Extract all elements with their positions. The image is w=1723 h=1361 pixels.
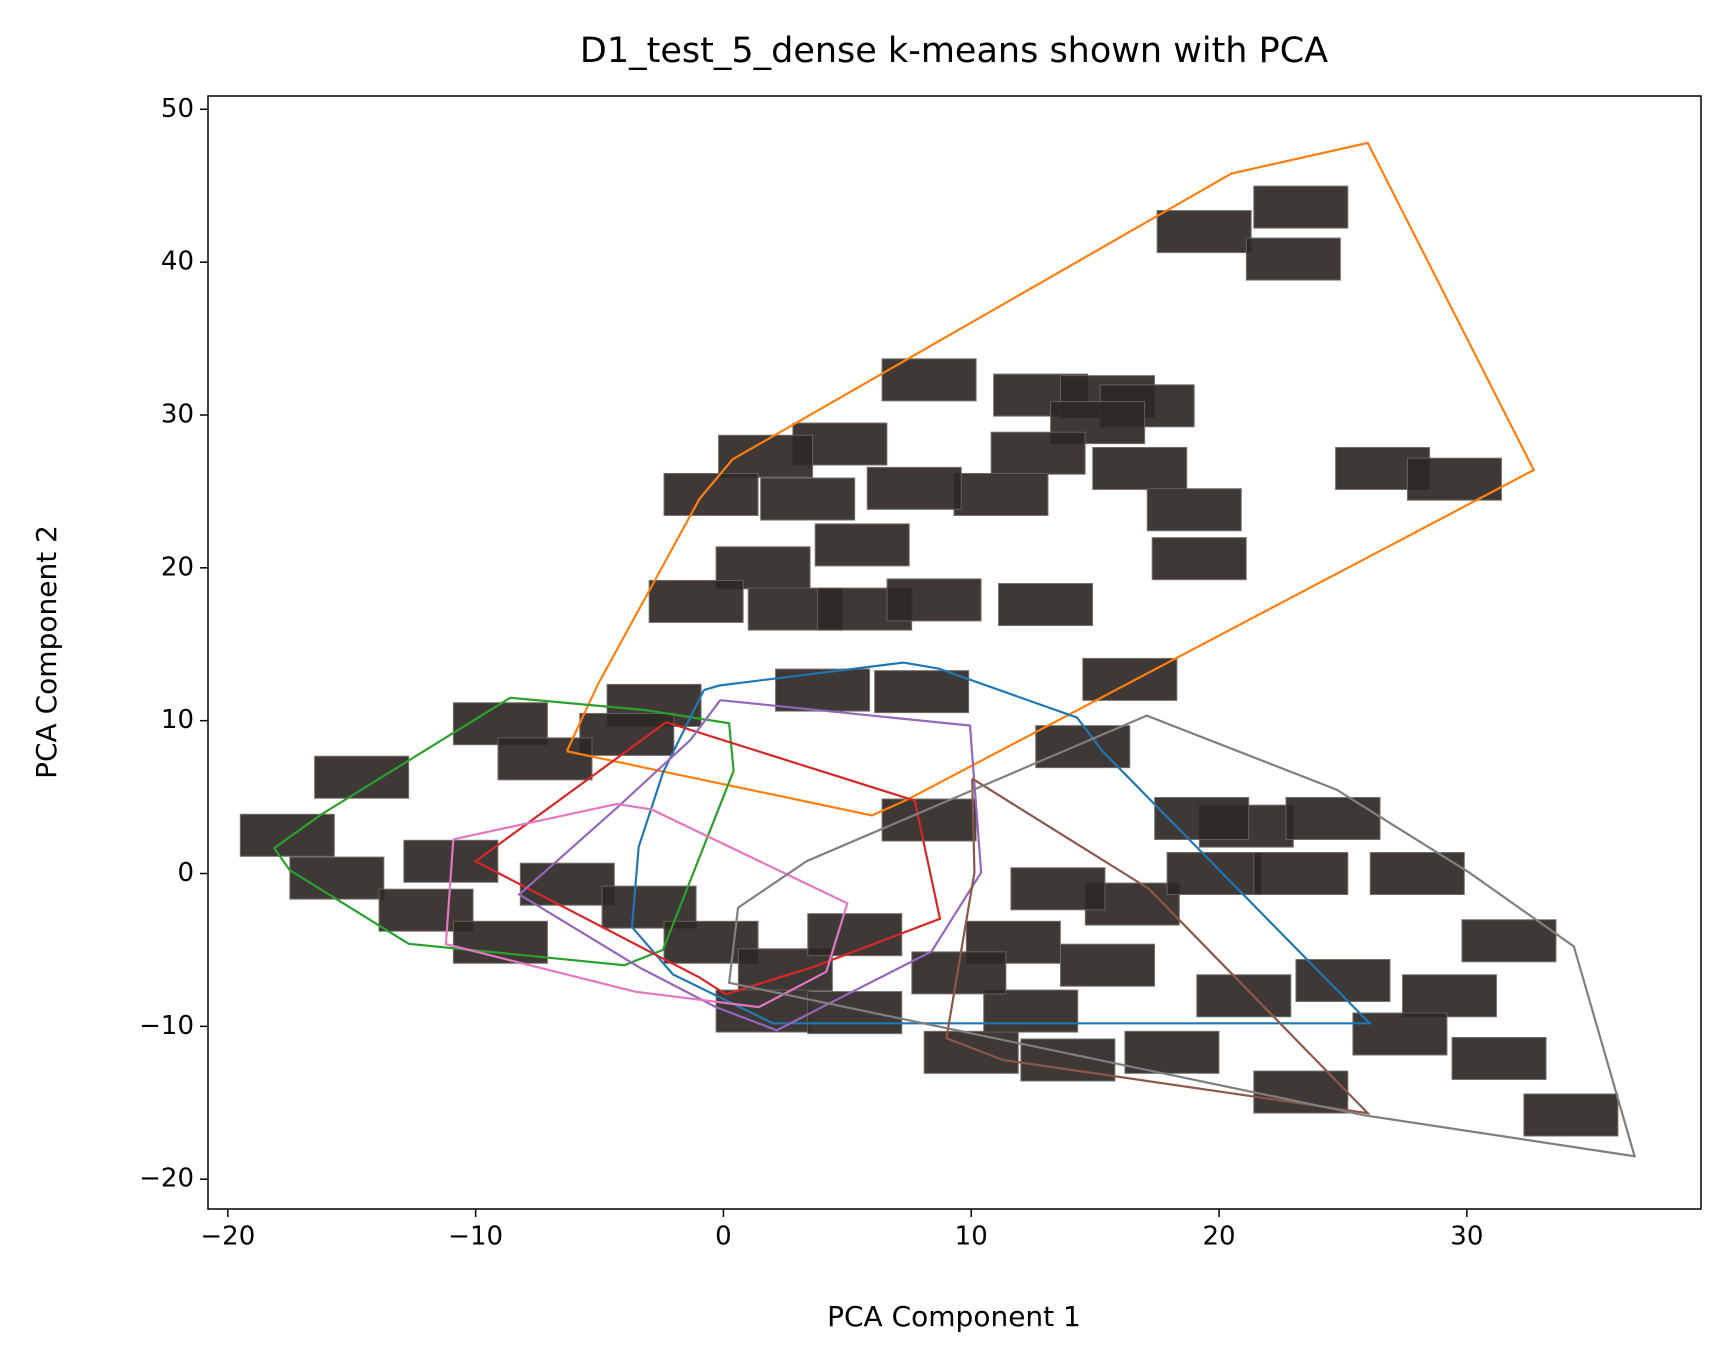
cluster-hull bbox=[727, 714, 1637, 1158]
y-tick-label: 0 bbox=[177, 858, 194, 888]
thumbnail-point bbox=[1196, 974, 1292, 1018]
thumbnail-point bbox=[1369, 852, 1465, 896]
thumbnail-point bbox=[1523, 1093, 1619, 1137]
thumbnail-point bbox=[874, 670, 970, 714]
x-tick-label: 10 bbox=[955, 1222, 988, 1252]
thumbnail-point bbox=[1151, 537, 1247, 581]
cluster-hull bbox=[517, 699, 983, 1032]
thumbnail-point bbox=[663, 472, 759, 516]
x-tick-label: 20 bbox=[1202, 1222, 1235, 1252]
thumbnail-point bbox=[1401, 974, 1497, 1018]
thumbnail-point bbox=[648, 579, 744, 623]
thumbnail-point bbox=[1124, 1030, 1220, 1074]
axes-frame bbox=[207, 95, 1702, 1210]
cluster-hull bbox=[273, 696, 735, 967]
thumbnail-point bbox=[1060, 943, 1156, 987]
x-tick-label: −20 bbox=[200, 1222, 255, 1252]
thumbnail-point bbox=[239, 813, 335, 857]
thumbnail-point bbox=[519, 862, 615, 906]
thumbnail-point bbox=[1154, 796, 1250, 840]
thumbnail-point bbox=[923, 1030, 1019, 1074]
y-tick-label: −10 bbox=[139, 1011, 194, 1041]
thumbnail-point bbox=[1352, 1012, 1448, 1056]
thumbnail-point bbox=[1285, 796, 1381, 840]
thumbnail-point bbox=[1406, 457, 1502, 501]
thumbnail-point bbox=[1451, 1036, 1547, 1080]
thumbnail-point bbox=[1253, 852, 1349, 896]
y-axis-label: PCA Component 2 bbox=[30, 525, 63, 779]
thumbnail-point bbox=[497, 737, 593, 781]
thumbnail-point bbox=[760, 477, 856, 521]
thumbnail-point bbox=[1156, 210, 1252, 254]
thumbnail-point bbox=[579, 712, 675, 756]
thumbnail-point bbox=[953, 472, 1049, 516]
y-tick-label: −20 bbox=[139, 1164, 194, 1194]
thumbnail-point bbox=[289, 856, 385, 900]
thumbnail-point bbox=[866, 466, 962, 510]
thumbnail-point bbox=[1461, 919, 1557, 963]
thumbnail-point bbox=[1010, 867, 1106, 911]
thumbnail-point bbox=[1253, 185, 1349, 229]
y-tick-label: 40 bbox=[161, 247, 194, 277]
thumbnail-point bbox=[983, 989, 1079, 1033]
thumbnail-point bbox=[911, 951, 1007, 995]
thumbnail-point bbox=[1166, 852, 1262, 896]
thumbnail-point bbox=[1245, 237, 1341, 281]
y-tick-label: 30 bbox=[161, 399, 194, 429]
x-tick-label: 0 bbox=[715, 1222, 732, 1252]
y-tick-label: 50 bbox=[161, 94, 194, 124]
cluster-hull bbox=[565, 141, 1536, 817]
chart-title: D1_test_5_dense k-means shown with PCA bbox=[580, 31, 1328, 71]
y-tick-label: 20 bbox=[161, 552, 194, 582]
thumbnail-point bbox=[775, 668, 871, 712]
cluster-hull bbox=[945, 777, 1371, 1115]
thumbnail-point bbox=[998, 583, 1094, 627]
thumbnail-point bbox=[718, 434, 814, 478]
y-tick-label: 10 bbox=[161, 705, 194, 735]
cluster-hull bbox=[473, 721, 942, 996]
thumbnail-point bbox=[807, 991, 903, 1035]
x-axis-label: PCA Component 1 bbox=[827, 1300, 1081, 1333]
thumbnail-point bbox=[807, 913, 903, 957]
cluster-hull bbox=[630, 661, 1373, 1025]
thumbnail-point bbox=[886, 578, 982, 622]
thumbnail-point bbox=[814, 523, 910, 567]
thumbnail-point bbox=[1092, 446, 1188, 490]
cluster-hull bbox=[444, 802, 849, 1009]
x-tick-label: 30 bbox=[1450, 1222, 1483, 1252]
plot-area bbox=[239, 141, 1637, 1158]
thumbnail-point bbox=[1035, 725, 1131, 769]
thumbnail-point bbox=[314, 755, 410, 799]
thumbnail-point bbox=[1146, 488, 1242, 532]
thumbnail-point bbox=[990, 431, 1086, 475]
x-tick-label: −10 bbox=[448, 1222, 503, 1252]
